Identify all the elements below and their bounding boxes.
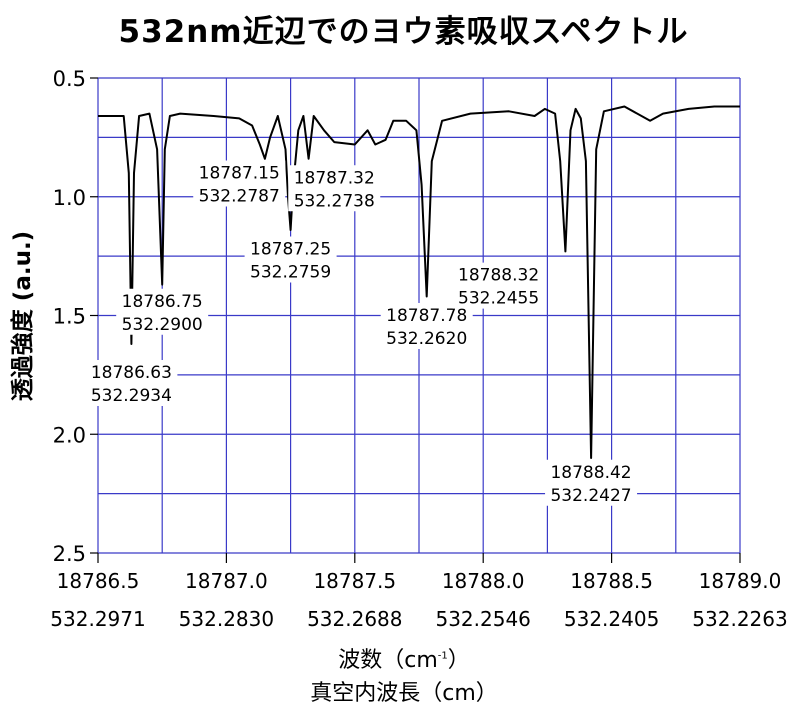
- x-axis-label-wavelength: 真空内波長（cm）: [310, 681, 498, 706]
- x-tick-wavelength-label: 532.2263: [692, 607, 787, 631]
- annotation-background: [452, 262, 545, 309]
- peak-annotation: 18788.32 532.2455: [452, 262, 545, 309]
- peak-annotation: 18786.75 532.2900: [116, 288, 209, 335]
- annotation-wavelength: 532.2620: [386, 329, 467, 349]
- x-axis-label-close: ）: [447, 648, 470, 673]
- annotation-wavenumber: 18787.15: [199, 164, 280, 184]
- y-tick-labels: 0.5 1.0 1.5 2.0 2.5: [53, 67, 86, 566]
- annotation-wavelength: 532.2900: [122, 315, 203, 335]
- spectrum-line: [98, 105, 740, 459]
- peak-annotation: 18787.15 532.2787: [193, 160, 286, 207]
- annotation-background: [244, 236, 337, 283]
- annotation-background: [85, 360, 178, 406]
- x-tick-label: 18787.5: [313, 569, 396, 593]
- annotation-wavenumber: 18788.42: [550, 463, 631, 483]
- peak-annotation: 18787.78 532.2620: [380, 303, 473, 349]
- spectrum-series: [98, 105, 740, 459]
- x-tick-wavelength-label: 532.2405: [564, 607, 659, 631]
- annotation-background: [288, 165, 381, 212]
- y-tick-label: 1.5: [53, 305, 86, 329]
- annotation-wavelength: 532.2738: [294, 191, 375, 211]
- chart-title: 532nm近辺でのヨウ素吸収スペクトル: [118, 14, 689, 50]
- annotation-wavenumber: 18786.63: [91, 363, 172, 383]
- x-tick-labels: 18786.5 532.2971 18787.0 532.2830 18787.5 532…: [50, 569, 787, 631]
- annotation-background: [193, 160, 286, 207]
- y-tick-label: 0.5: [53, 67, 86, 91]
- x-axis-label-exponent: -1: [437, 650, 448, 662]
- peak-annotation: 18788.42 532.2427: [545, 459, 638, 506]
- annotation-wavelength: 532.2934: [91, 386, 172, 406]
- annotation-background: [116, 288, 209, 335]
- x-tick-wavelength-label: 532.2971: [50, 607, 145, 631]
- annotation-background: [380, 303, 473, 349]
- x-tick-label: 18788.0: [442, 569, 525, 593]
- x-tick-label: 18789.0: [699, 569, 782, 593]
- x-tick-label: 18787.0: [185, 569, 268, 593]
- peak-annotation: 18787.25 532.2759: [244, 236, 337, 283]
- x-tick-wavelength-label: 532.2688: [307, 607, 402, 631]
- annotation-background: [545, 459, 638, 506]
- annotation-wavelength: 532.2455: [458, 289, 539, 309]
- x-axis-label-wavenumber: 波数（cm-1）: [0, 642, 807, 674]
- x-axis-label-main: 波数（cm: [338, 648, 438, 673]
- x-tick-label: 18788.5: [570, 569, 653, 593]
- x-tick-wavelength-label: 532.2546: [435, 607, 530, 631]
- y-tick-label: 2.0: [53, 423, 86, 447]
- peak-annotations: 18786.63 532.2934 18786.75 532.2900 18787.15…: [85, 160, 638, 506]
- annotation-wavelength: 532.2427: [550, 486, 631, 506]
- annotation-wavenumber: 18787.25: [250, 240, 331, 260]
- y-tick-label: 1.0: [53, 186, 86, 210]
- peak-annotation: 18787.32 532.2738: [288, 165, 381, 212]
- annotation-wavelength: 532.2787: [199, 187, 280, 207]
- annotation-wavenumber: 18786.75: [122, 292, 203, 312]
- x-tick-wavelength-label: 532.2830: [179, 607, 274, 631]
- annotation-wavenumber: 18787.78: [386, 306, 467, 326]
- peak-annotation: 18786.63 532.2934: [85, 360, 178, 406]
- x-tick-label: 18786.5: [57, 569, 140, 593]
- y-tick-label: 2.5: [53, 542, 86, 566]
- absorption-chart: 18786.63 532.2934 18786.75 532.2900 18787.15…: [50, 67, 787, 631]
- annotation-wavelength: 532.2759: [250, 263, 331, 283]
- annotation-wavenumber: 18788.32: [458, 266, 539, 286]
- annotation-wavenumber: 18787.32: [294, 168, 375, 188]
